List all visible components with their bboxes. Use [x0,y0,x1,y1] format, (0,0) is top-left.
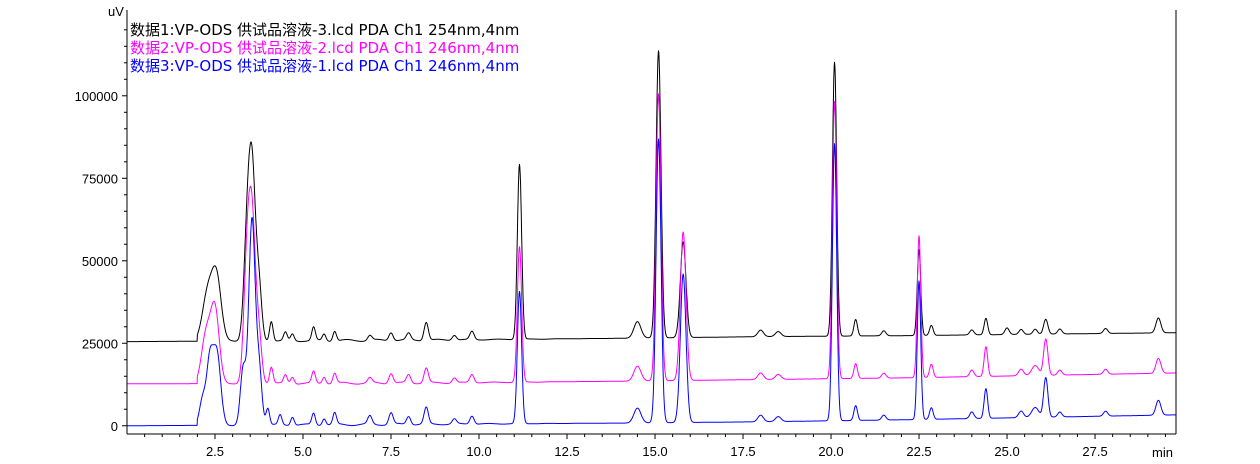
legend-entry-3: 数据3:VP-ODS 供试品溶液-1.lcd PDA Ch1 246nm,4nm [130,57,519,75]
x-tick-label: 2.5 [206,444,224,459]
y-tick-label: 75000 [82,171,118,186]
trace-group [126,50,1177,427]
y-tick-label: 25000 [82,336,118,351]
x-axis-unit-label: min [1152,445,1173,460]
x-tick-label: 22.5 [906,444,931,459]
trace-series-1 [126,50,1177,343]
y-tick-label: 0 [111,419,118,434]
x-tick-label: 25.0 [994,444,1019,459]
x-tick-label: 15.0 [642,444,667,459]
legend-entry-1: 数据1:VP-ODS 供试品溶液-3.lcd PDA Ch1 254nm,4nm [130,21,519,39]
x-tick-label: 7.5 [382,444,400,459]
trace-series-2 [126,93,1177,385]
axes-group [126,10,1177,435]
ticks-group: 0 25000 50000 75000 100000 2.5 5.0 7.5 10.0 12.5 1… [75,29,1166,459]
trace-series-3 [126,138,1177,427]
y-axis-unit-label: uV [108,4,124,19]
x-tick-label: 5.0 [294,444,312,459]
y-tick-label: 100000 [75,89,118,104]
legend-entry-2: 数据2:VP-ODS 供试品溶液-2.lcd PDA Ch1 246nm,4nm [130,39,519,57]
y-tick-label: 50000 [82,254,118,269]
x-tick-label: 17.5 [730,444,755,459]
legend: 数据1:VP-ODS 供试品溶液-3.lcd PDA Ch1 254nm,4nm… [130,21,519,75]
x-tick-label: 27.5 [1082,444,1107,459]
x-tick-label: 20.0 [818,444,843,459]
x-tick-label: 10.0 [466,444,491,459]
x-tick-label: 12.5 [554,444,579,459]
